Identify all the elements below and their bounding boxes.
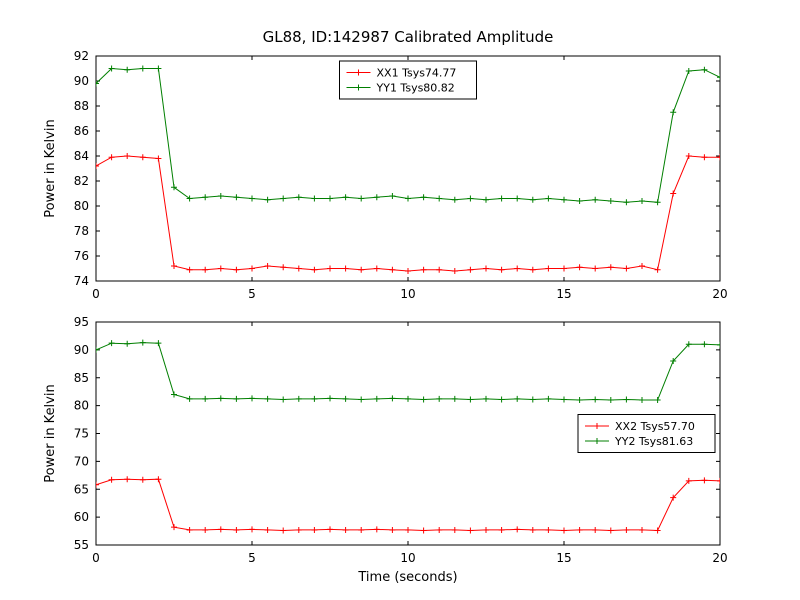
y-tick-label: 55 bbox=[74, 538, 89, 552]
x-tick-label: 20 bbox=[712, 287, 727, 301]
series-line-XX2 bbox=[96, 478, 720, 532]
y-tick-label: 74 bbox=[74, 274, 89, 288]
series-layer bbox=[96, 65, 720, 274]
subplot-2: 0 5 10 15 20 55 60 65 70 75 80 85 90 95 Power in Kelvi… bbox=[43, 315, 728, 585]
series-markers-XX1 bbox=[96, 153, 720, 274]
legend-label: YY2 Tsys81.63 bbox=[614, 435, 693, 448]
figure-title: GL88, ID:142987 Calibrated Amplitude bbox=[262, 28, 554, 46]
x-tick-label: 0 bbox=[92, 287, 100, 301]
legend: XX2 Tsys57.70 YY2 Tsys81.63 bbox=[577, 414, 716, 453]
y-axis-label: Power in Kelvin bbox=[43, 384, 58, 482]
series-markers-XX2 bbox=[96, 476, 720, 534]
x-tick-label: 15 bbox=[556, 551, 571, 565]
x-tick-label: 5 bbox=[248, 551, 256, 565]
y-tick-label: 90 bbox=[74, 343, 89, 357]
y-tick-label: 84 bbox=[74, 149, 89, 163]
series-line-XX1 bbox=[96, 155, 720, 272]
x-ticks: 0 5 10 15 20 bbox=[92, 322, 728, 565]
y-tick-label: 60 bbox=[74, 510, 89, 524]
legend: XX1 Tsys74.77 YY1 Tsys80.82 bbox=[339, 60, 477, 100]
series-line-YY2 bbox=[96, 342, 720, 401]
y-tick-label: 90 bbox=[74, 74, 89, 88]
y-tick-label: 86 bbox=[74, 124, 89, 138]
y-tick-label: 65 bbox=[74, 482, 89, 496]
y-axis-label: Power in Kelvin bbox=[43, 119, 58, 217]
y-tick-label: 78 bbox=[74, 224, 89, 238]
legend-box bbox=[339, 60, 477, 100]
x-axis-label: Time (seconds) bbox=[357, 570, 457, 585]
legend-entry: XX2 Tsys57.70 bbox=[585, 420, 695, 433]
series-markers-YY2 bbox=[96, 339, 720, 404]
legend-label: YY1 Tsys80.82 bbox=[376, 82, 455, 95]
x-ticks: 0 5 10 15 20 bbox=[92, 56, 728, 301]
legend-entry: YY1 Tsys80.82 bbox=[346, 82, 455, 95]
x-tick-label: 0 bbox=[92, 551, 100, 565]
series-layer bbox=[96, 339, 720, 534]
subplot-1: 0 5 10 15 20 74 76 78 80 82 84 86 88 90 92 Power in Kel… bbox=[43, 49, 728, 301]
y-tick-label: 92 bbox=[74, 49, 89, 63]
legend-marker-sample bbox=[355, 69, 362, 76]
y-tick-label: 85 bbox=[74, 371, 89, 385]
y-tick-label: 88 bbox=[74, 99, 89, 113]
series-markers-YY1 bbox=[96, 65, 720, 206]
y-tick-label: 80 bbox=[74, 399, 89, 413]
x-tick-label: 15 bbox=[556, 287, 571, 301]
y-tick-label: 80 bbox=[74, 199, 89, 213]
y-tick-label: 82 bbox=[74, 174, 89, 188]
legend-entry: XX1 Tsys74.77 bbox=[346, 67, 457, 80]
y-tick-label: 70 bbox=[74, 454, 89, 468]
legend-entry: YY2 Tsys81.63 bbox=[585, 435, 693, 448]
y-tick-label: 75 bbox=[74, 427, 89, 441]
x-tick-label: 20 bbox=[712, 551, 727, 565]
legend-label: XX2 Tsys57.70 bbox=[615, 420, 695, 433]
x-tick-label: 5 bbox=[248, 287, 256, 301]
y-ticks: 74 76 78 80 82 84 86 88 90 92 bbox=[74, 49, 720, 288]
y-tick-label: 76 bbox=[74, 249, 89, 263]
legend-marker-sample bbox=[355, 84, 362, 91]
legend-label: XX1 Tsys74.77 bbox=[377, 67, 457, 80]
y-tick-label: 95 bbox=[74, 315, 89, 329]
x-tick-label: 10 bbox=[400, 551, 415, 565]
legend-box bbox=[577, 414, 716, 453]
legend-marker-sample bbox=[594, 438, 600, 444]
legend-marker-sample bbox=[594, 423, 600, 429]
x-tick-label: 10 bbox=[400, 287, 415, 301]
